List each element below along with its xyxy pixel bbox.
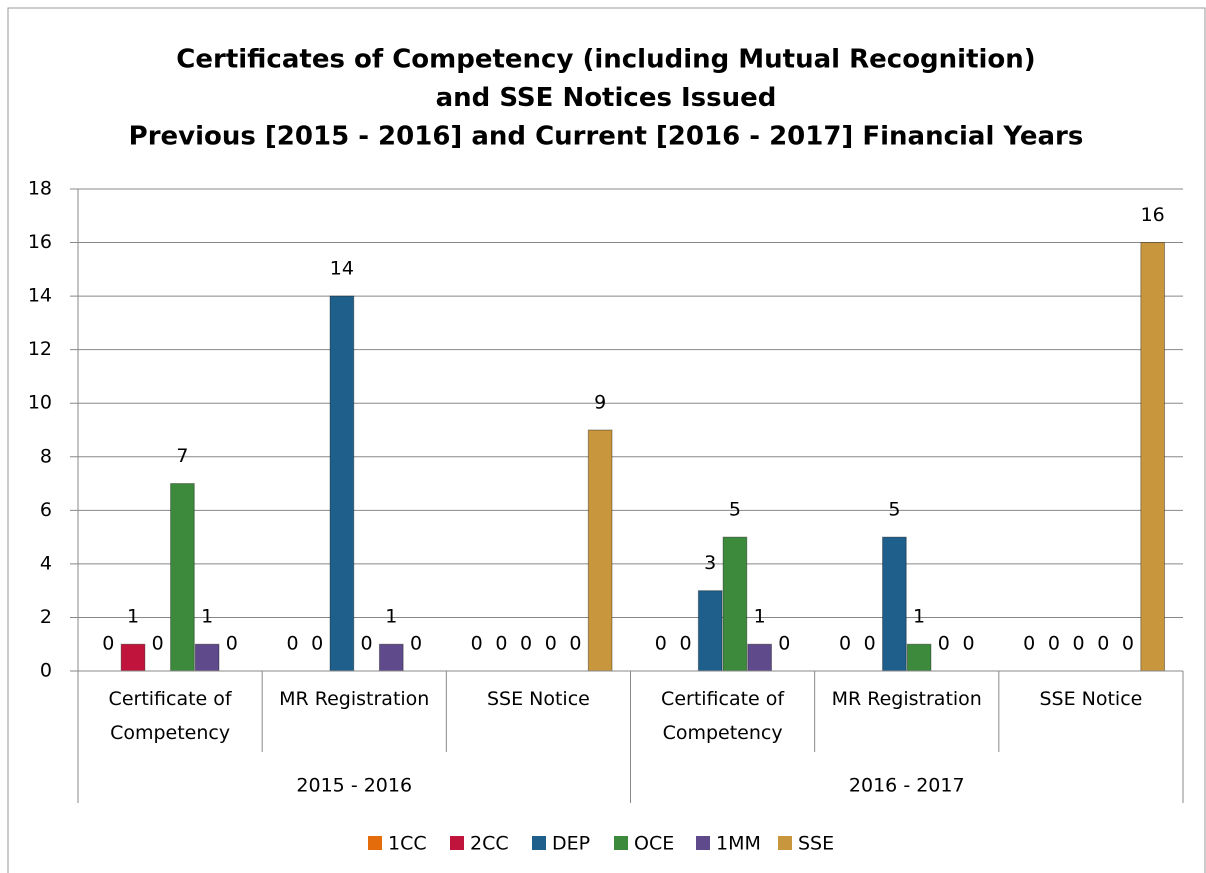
data-label: 0 <box>655 633 667 655</box>
data-label: 0 <box>410 633 422 655</box>
bar <box>1140 242 1166 672</box>
bar <box>194 643 220 672</box>
bar <box>882 536 907 672</box>
y-tick-label: 12 <box>28 338 52 360</box>
data-label: 0 <box>778 633 790 655</box>
data-label: 1 <box>127 606 139 628</box>
legend-swatch <box>368 836 382 850</box>
data-label: 0 <box>1073 633 1085 655</box>
data-label: 0 <box>495 633 507 655</box>
data-label: 1 <box>754 606 766 628</box>
data-label: 5 <box>888 499 900 521</box>
legend-label: 1MM <box>716 833 761 855</box>
legend-label: SSE <box>798 833 834 855</box>
data-label: 0 <box>311 633 323 655</box>
data-label: 0 <box>938 633 950 655</box>
x-tick-label: Certificate of Competency <box>661 688 785 744</box>
chart-title: and SSE Notices Issued <box>436 83 777 113</box>
x-tick-label: MR Registration <box>279 688 430 710</box>
legend-swatch <box>778 836 792 850</box>
data-label: 5 <box>729 499 741 521</box>
legend-label: 1CC <box>388 833 427 855</box>
y-tick-label: 4 <box>40 552 52 574</box>
data-label: 0 <box>361 633 373 655</box>
data-label: 0 <box>1023 633 1035 655</box>
data-label: 0 <box>1097 633 1109 655</box>
bar <box>587 429 613 672</box>
chart-border <box>7 7 1206 873</box>
data-label: 16 <box>1141 204 1165 226</box>
y-tick-label: 0 <box>40 660 52 682</box>
y-tick-label: 10 <box>28 392 52 414</box>
data-label: 0 <box>226 633 238 655</box>
data-label: 7 <box>176 445 188 467</box>
data-label: 1 <box>385 606 397 628</box>
group-label: 2016 - 2017 <box>849 775 965 797</box>
data-label: 0 <box>569 633 581 655</box>
data-label: 0 <box>1122 633 1134 655</box>
bar <box>120 643 146 672</box>
bar <box>697 590 723 672</box>
legend-swatch <box>614 836 628 850</box>
data-label: 0 <box>471 633 483 655</box>
bar <box>170 483 195 672</box>
y-tick-label: 16 <box>28 231 52 253</box>
data-label: 0 <box>152 633 164 655</box>
y-tick-label: 6 <box>40 499 52 521</box>
data-label: 0 <box>864 633 876 655</box>
legend-label: 2CC <box>470 833 509 855</box>
data-label: 0 <box>962 633 974 655</box>
legend-swatch <box>450 836 464 850</box>
y-tick-label: 18 <box>28 178 52 200</box>
data-label: 0 <box>545 633 557 655</box>
bar <box>329 295 355 672</box>
data-label: 0 <box>102 633 114 655</box>
chart-title: Previous [2015 - 2016] and Current [2016… <box>129 122 1084 152</box>
data-label: 1 <box>201 606 213 628</box>
data-label: 0 <box>520 633 532 655</box>
chart-title: Certificates of Competency (including Mu… <box>176 45 1035 75</box>
bar <box>906 643 932 672</box>
legend-swatch <box>696 836 710 850</box>
x-tick-label: Certificate of Competency <box>108 688 232 744</box>
data-label: 0 <box>679 633 691 655</box>
legend-label: OCE <box>634 833 674 855</box>
y-tick-label: 8 <box>40 445 52 467</box>
legend-swatch <box>532 836 546 850</box>
bar <box>378 643 404 672</box>
data-label: 9 <box>594 392 606 414</box>
bar <box>747 643 772 672</box>
bar <box>722 536 748 672</box>
x-tick-label: SSE Notice <box>1039 688 1143 710</box>
legend-label: DEP <box>552 833 590 855</box>
group-label: 2015 - 2016 <box>296 775 412 797</box>
y-tick-label: 14 <box>28 285 52 307</box>
x-tick-label: MR Registration <box>831 688 982 710</box>
y-tick-label: 2 <box>40 606 52 628</box>
data-label: 3 <box>704 552 716 574</box>
x-tick-label: SSE Notice <box>486 688 590 710</box>
data-label: 0 <box>286 633 298 655</box>
data-label: 0 <box>1048 633 1060 655</box>
data-label: 14 <box>330 258 354 280</box>
data-label: 0 <box>839 633 851 655</box>
data-label: 1 <box>913 606 925 628</box>
